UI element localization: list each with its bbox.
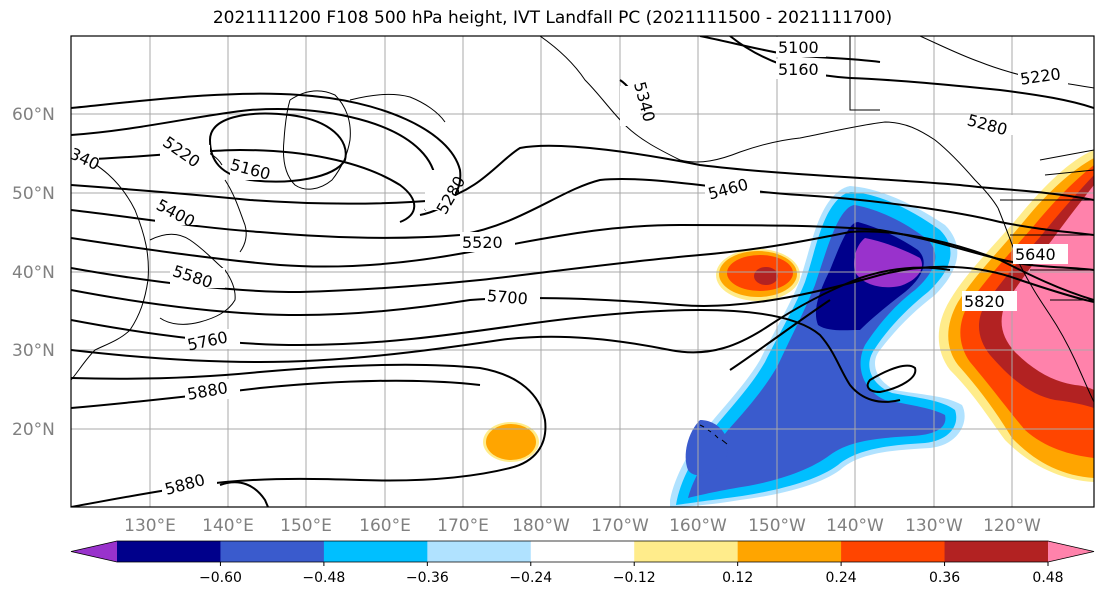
coastlines	[71, 36, 1094, 445]
colorbar-segment	[117, 541, 221, 562]
ivt-positive-blob-150w	[716, 249, 800, 301]
lon-label: 120°W	[983, 516, 1041, 536]
colorbar-extend-min	[71, 541, 117, 562]
contour-label: 5520	[462, 233, 503, 252]
contour-label: 5820	[964, 292, 1005, 311]
colorbar: −0.60 −0.48 −0.36 −0.24 −0.12 0.12 0.24 0.36 0.4…	[70, 540, 1095, 586]
lat-label-60n: 60°N	[12, 105, 55, 125]
contour-label: 5100	[778, 38, 819, 57]
contour-label: 5640	[1015, 245, 1056, 264]
colorbar-segment	[737, 541, 842, 562]
colorbar-segment	[841, 541, 946, 562]
lat-label-30n: 30°N	[12, 341, 55, 361]
ivt-positive-blob-175w	[483, 422, 539, 462]
ivt-positive-westcoast	[938, 150, 1094, 482]
lon-label: 150°E	[280, 516, 332, 536]
colorbar-tick-label: 0.12	[722, 570, 753, 586]
lon-label: 150°W	[748, 516, 806, 536]
lon-label: 160°W	[669, 516, 727, 536]
colorbar-segment	[634, 541, 739, 562]
lon-label: 140°W	[826, 516, 884, 536]
lon-label: 160°E	[359, 516, 411, 536]
colorbar-tick-label: 0.24	[826, 570, 857, 586]
colorbar-tick-label: −0.12	[613, 570, 656, 586]
colorbar-outline	[70, 540, 1095, 563]
colorbar-tick-label: −0.36	[406, 570, 449, 586]
colorbar-segment	[944, 541, 1049, 562]
colorbar-tick-label: 0.36	[929, 570, 960, 586]
colorbar-segment	[220, 541, 325, 562]
colorbar-segment	[323, 541, 428, 562]
colorbar-segment	[530, 541, 635, 562]
colorbar-tick-labels: −0.60 −0.48 −0.36 −0.24 −0.12 0.12 0.24 0.36 0.4…	[199, 570, 1064, 586]
colorbar-tick-label: −0.24	[509, 570, 552, 586]
height-contours	[71, 36, 1094, 507]
lat-label-40n: 40°N	[12, 263, 55, 283]
contour-label: 5160	[778, 60, 819, 79]
lat-label-20n: 20°N	[12, 420, 55, 440]
colorbar-extend-max	[1048, 541, 1094, 562]
map-content: 5100 5160 5220 5280 5340 5160 5220 5280 …	[71, 36, 1094, 507]
longitude-labels: 130°E 140°E 150°E 160°E 170°E 180°W 170°…	[124, 516, 1041, 536]
colorbar-ticks	[219, 562, 1049, 566]
colorbar-segment	[427, 541, 532, 562]
latitude-labels: 60°N 50°N 40°N 30°N 20°N	[12, 105, 55, 440]
map-frame	[70, 35, 1095, 508]
lon-label: 130°E	[124, 516, 176, 536]
lon-label: 170°W	[591, 516, 649, 536]
colorbar-tick-label: −0.60	[199, 570, 242, 586]
contour-label: 5700	[486, 286, 528, 308]
lon-label: 170°E	[437, 516, 489, 536]
lon-label: 180°W	[512, 516, 570, 536]
contour-labels: 5100 5160 5220 5280 5340 5160 5220 5280 …	[71, 37, 1068, 499]
colorbar-segments	[70, 540, 1095, 563]
lon-label: 130°W	[905, 516, 963, 536]
chart-title: 2021111200 F108 500 hPa height, IVT Land…	[212, 8, 893, 28]
colorbar-tick-label: −0.48	[302, 570, 345, 586]
colorbar-tick-label: 0.48	[1032, 570, 1063, 586]
lat-label-50n: 50°N	[12, 184, 55, 204]
lon-label: 140°E	[202, 516, 254, 536]
